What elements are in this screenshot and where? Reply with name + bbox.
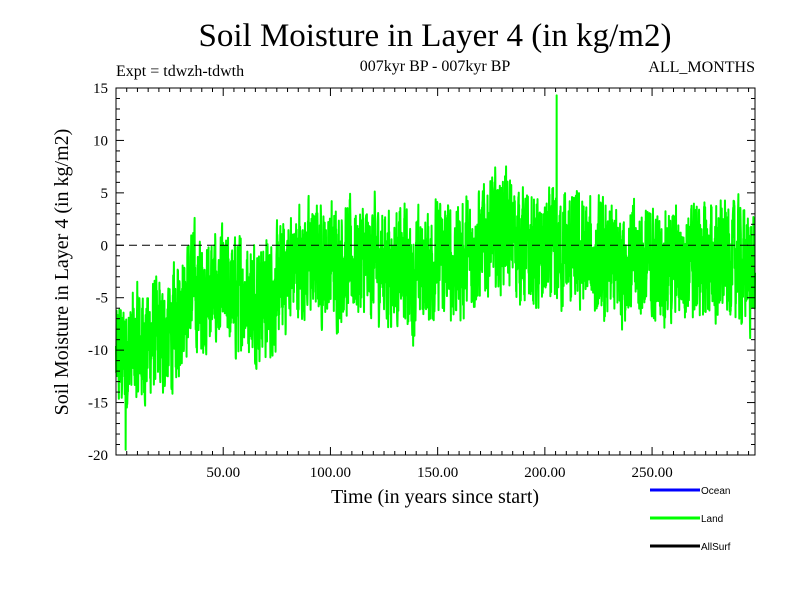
- legend: Ocean Land AllSurf: [650, 486, 731, 553]
- axes-layer: -20 -15 -10 -5 0 5 10 15 50.00 100.00 150.00 200.00…: [88, 81, 756, 481]
- legend-label-allsurf: AllSurf: [701, 542, 731, 553]
- y-tick-label: -5: [96, 291, 109, 307]
- y-tick-label: 10: [93, 133, 108, 149]
- x-tick-label: 200.00: [524, 465, 565, 481]
- y-tick-label: 5: [101, 186, 109, 202]
- y-tick-label: -10: [88, 343, 108, 359]
- experiment-label: Expt = tdwzh-tdwth: [116, 63, 244, 80]
- y-tick-label: -15: [88, 396, 108, 412]
- x-axis-label: Time (in years since start): [331, 486, 539, 508]
- chart-title: Soil Moisture in Layer 4 (in kg/m2): [199, 18, 672, 54]
- y-tick-label: -20: [88, 448, 108, 464]
- series-line-land: [115, 94, 756, 451]
- y-tick-label: 0: [101, 238, 109, 254]
- legend-label-land: Land: [701, 514, 723, 525]
- legend-label-ocean: Ocean: [701, 486, 730, 497]
- y-axis-label: Soil Moisture in Layer 4 (in kg/m2): [51, 129, 73, 416]
- y-tick-label: 15: [93, 81, 108, 97]
- period-label: 007kyr BP - 007kyr BP: [360, 58, 511, 75]
- x-tick-label: 100.00: [310, 465, 351, 481]
- months-label: ALL_MONTHS: [648, 59, 755, 76]
- x-tick-label: 250.00: [631, 465, 672, 481]
- x-tick-label: 150.00: [417, 465, 458, 481]
- plot-series-layer: [115, 94, 756, 451]
- plot-frame: [115, 87, 756, 456]
- x-tick-label: 50.00: [206, 465, 240, 481]
